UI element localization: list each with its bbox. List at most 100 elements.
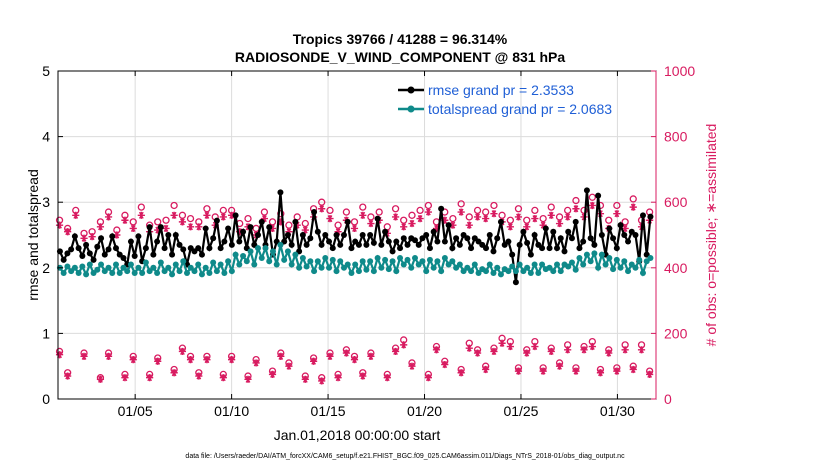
obs-assimilated-marker xyxy=(490,347,498,356)
rmse-point xyxy=(217,245,224,252)
rmse-point xyxy=(292,218,299,225)
totalspread-point xyxy=(206,270,213,277)
obs-assimilated-marker xyxy=(473,213,482,221)
totalspread-point xyxy=(352,261,359,268)
right-axis-ticks: 0 200 400 600 800 1000 xyxy=(651,63,695,407)
rmse-point xyxy=(617,222,624,229)
totalspread-point xyxy=(83,271,90,278)
obs-assimilated-marker xyxy=(178,347,187,356)
totalspread-point xyxy=(303,263,310,270)
totalspread-point xyxy=(565,263,572,270)
obs-assimilated-marker xyxy=(424,208,432,216)
obs-assimilated-marker xyxy=(334,374,342,382)
obs-assimilated-marker xyxy=(203,211,211,219)
rmse-point xyxy=(441,238,448,245)
totalspread-point xyxy=(135,264,142,271)
obs-assimilated-marker xyxy=(457,208,465,216)
totalspread-point xyxy=(94,266,101,273)
totalspread-point xyxy=(554,261,561,268)
obs-assimilated-marker xyxy=(219,374,227,382)
obs-assimilated-marker xyxy=(572,367,580,375)
obs-assimilated-marker xyxy=(219,213,227,221)
rmse-point xyxy=(520,228,527,235)
obs-assimilated-marker xyxy=(268,370,277,378)
rmse-point xyxy=(580,238,587,245)
obs-assimilated-marker xyxy=(80,352,88,360)
rmse-point xyxy=(299,232,306,238)
obs-assimilated-marker xyxy=(195,223,203,231)
rmse-point xyxy=(632,232,639,238)
rmse-point xyxy=(449,245,456,252)
totalspread-point xyxy=(86,261,93,268)
obs-possible-marker xyxy=(244,214,252,223)
totalspread-point xyxy=(139,270,146,277)
totalspread-point xyxy=(524,264,531,271)
obs-assimilated-marker xyxy=(350,356,359,364)
obs-assimilated-marker xyxy=(621,224,629,233)
y-left-tick-label: 3 xyxy=(42,194,50,210)
obs-assimilated-marker xyxy=(186,223,195,231)
totalspread-point xyxy=(333,268,340,275)
obs-possible-marker xyxy=(391,205,400,213)
obs-assimilated-marker xyxy=(629,365,637,374)
rmse-point xyxy=(127,238,134,245)
totalspread-point xyxy=(169,271,176,278)
rmse-point xyxy=(303,241,310,248)
obs-assimilated-marker xyxy=(72,211,80,219)
rmse-point xyxy=(483,245,490,252)
totalspread-point xyxy=(550,268,557,275)
obs-possible-marker xyxy=(605,216,613,224)
totalspread-point xyxy=(258,254,265,261)
obs-possible-marker xyxy=(416,206,424,215)
totalspread-point xyxy=(385,266,392,273)
rmse-point xyxy=(397,245,404,252)
chart-title-line2: RADIOSONDE_V_WIND_COMPONENT @ 831 hPa xyxy=(235,49,565,65)
obs-possible-marker xyxy=(154,218,162,226)
rmse-point xyxy=(524,239,531,246)
totalspread-point xyxy=(180,258,187,265)
obs-assimilated-marker xyxy=(326,215,334,223)
totalspread-point xyxy=(557,268,564,275)
y-right-tick-label: 200 xyxy=(664,325,688,341)
totalspread-point xyxy=(355,268,362,275)
rmse-point xyxy=(490,248,497,255)
obs-assimilated-marker xyxy=(391,213,400,221)
rmse-point xyxy=(288,241,295,248)
totalspread-point xyxy=(184,270,191,277)
obs-possible-marker xyxy=(490,201,498,210)
obs-assimilated-marker xyxy=(113,231,121,239)
rmse-point xyxy=(105,246,112,253)
rmse-point xyxy=(363,241,370,248)
x-tick-label: 01/05 xyxy=(118,403,153,419)
obs-assimilated-marker xyxy=(121,374,129,382)
obs-assimilated-marker xyxy=(514,213,523,221)
totalspread-point xyxy=(176,268,183,275)
obs-assimilated-marker xyxy=(408,362,416,370)
totalspread-point xyxy=(632,264,639,271)
obs-assimilated-marker xyxy=(146,374,154,382)
obs-assimilated-marker xyxy=(285,228,293,236)
obs-assimilated-marker xyxy=(416,215,424,223)
obs-assimilated-marker xyxy=(88,233,96,241)
left-axis-ticks: 0 1 2 3 4 5 xyxy=(42,63,63,407)
obs-assimilated-marker xyxy=(547,211,555,219)
totalspread-point xyxy=(191,268,198,275)
x-tick-label: 01/25 xyxy=(503,403,538,419)
rmse-point xyxy=(512,279,519,286)
obs-assimilated-marker xyxy=(629,203,637,211)
totalspread-point xyxy=(79,263,86,270)
x-tick-label: 01/30 xyxy=(600,403,635,419)
totalspread-point xyxy=(296,264,303,271)
rmse-point xyxy=(79,252,86,259)
totalspread-point xyxy=(370,268,377,275)
totalspread-point xyxy=(468,268,475,275)
rmse-point xyxy=(438,205,445,212)
totalspread-point xyxy=(348,270,355,277)
rmse-point xyxy=(572,218,579,225)
rmse-point xyxy=(314,228,321,235)
obs-assimilated-marker xyxy=(129,356,137,364)
rmse-point xyxy=(277,189,284,196)
totalspread-point xyxy=(344,261,351,268)
obs-assimilated-marker xyxy=(55,221,64,229)
